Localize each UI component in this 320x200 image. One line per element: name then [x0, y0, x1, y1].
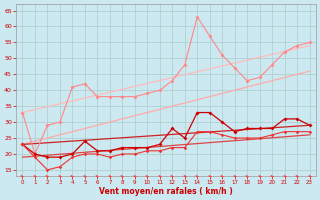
- X-axis label: Vent moyen/en rafales ( km/h ): Vent moyen/en rafales ( km/h ): [99, 187, 233, 196]
